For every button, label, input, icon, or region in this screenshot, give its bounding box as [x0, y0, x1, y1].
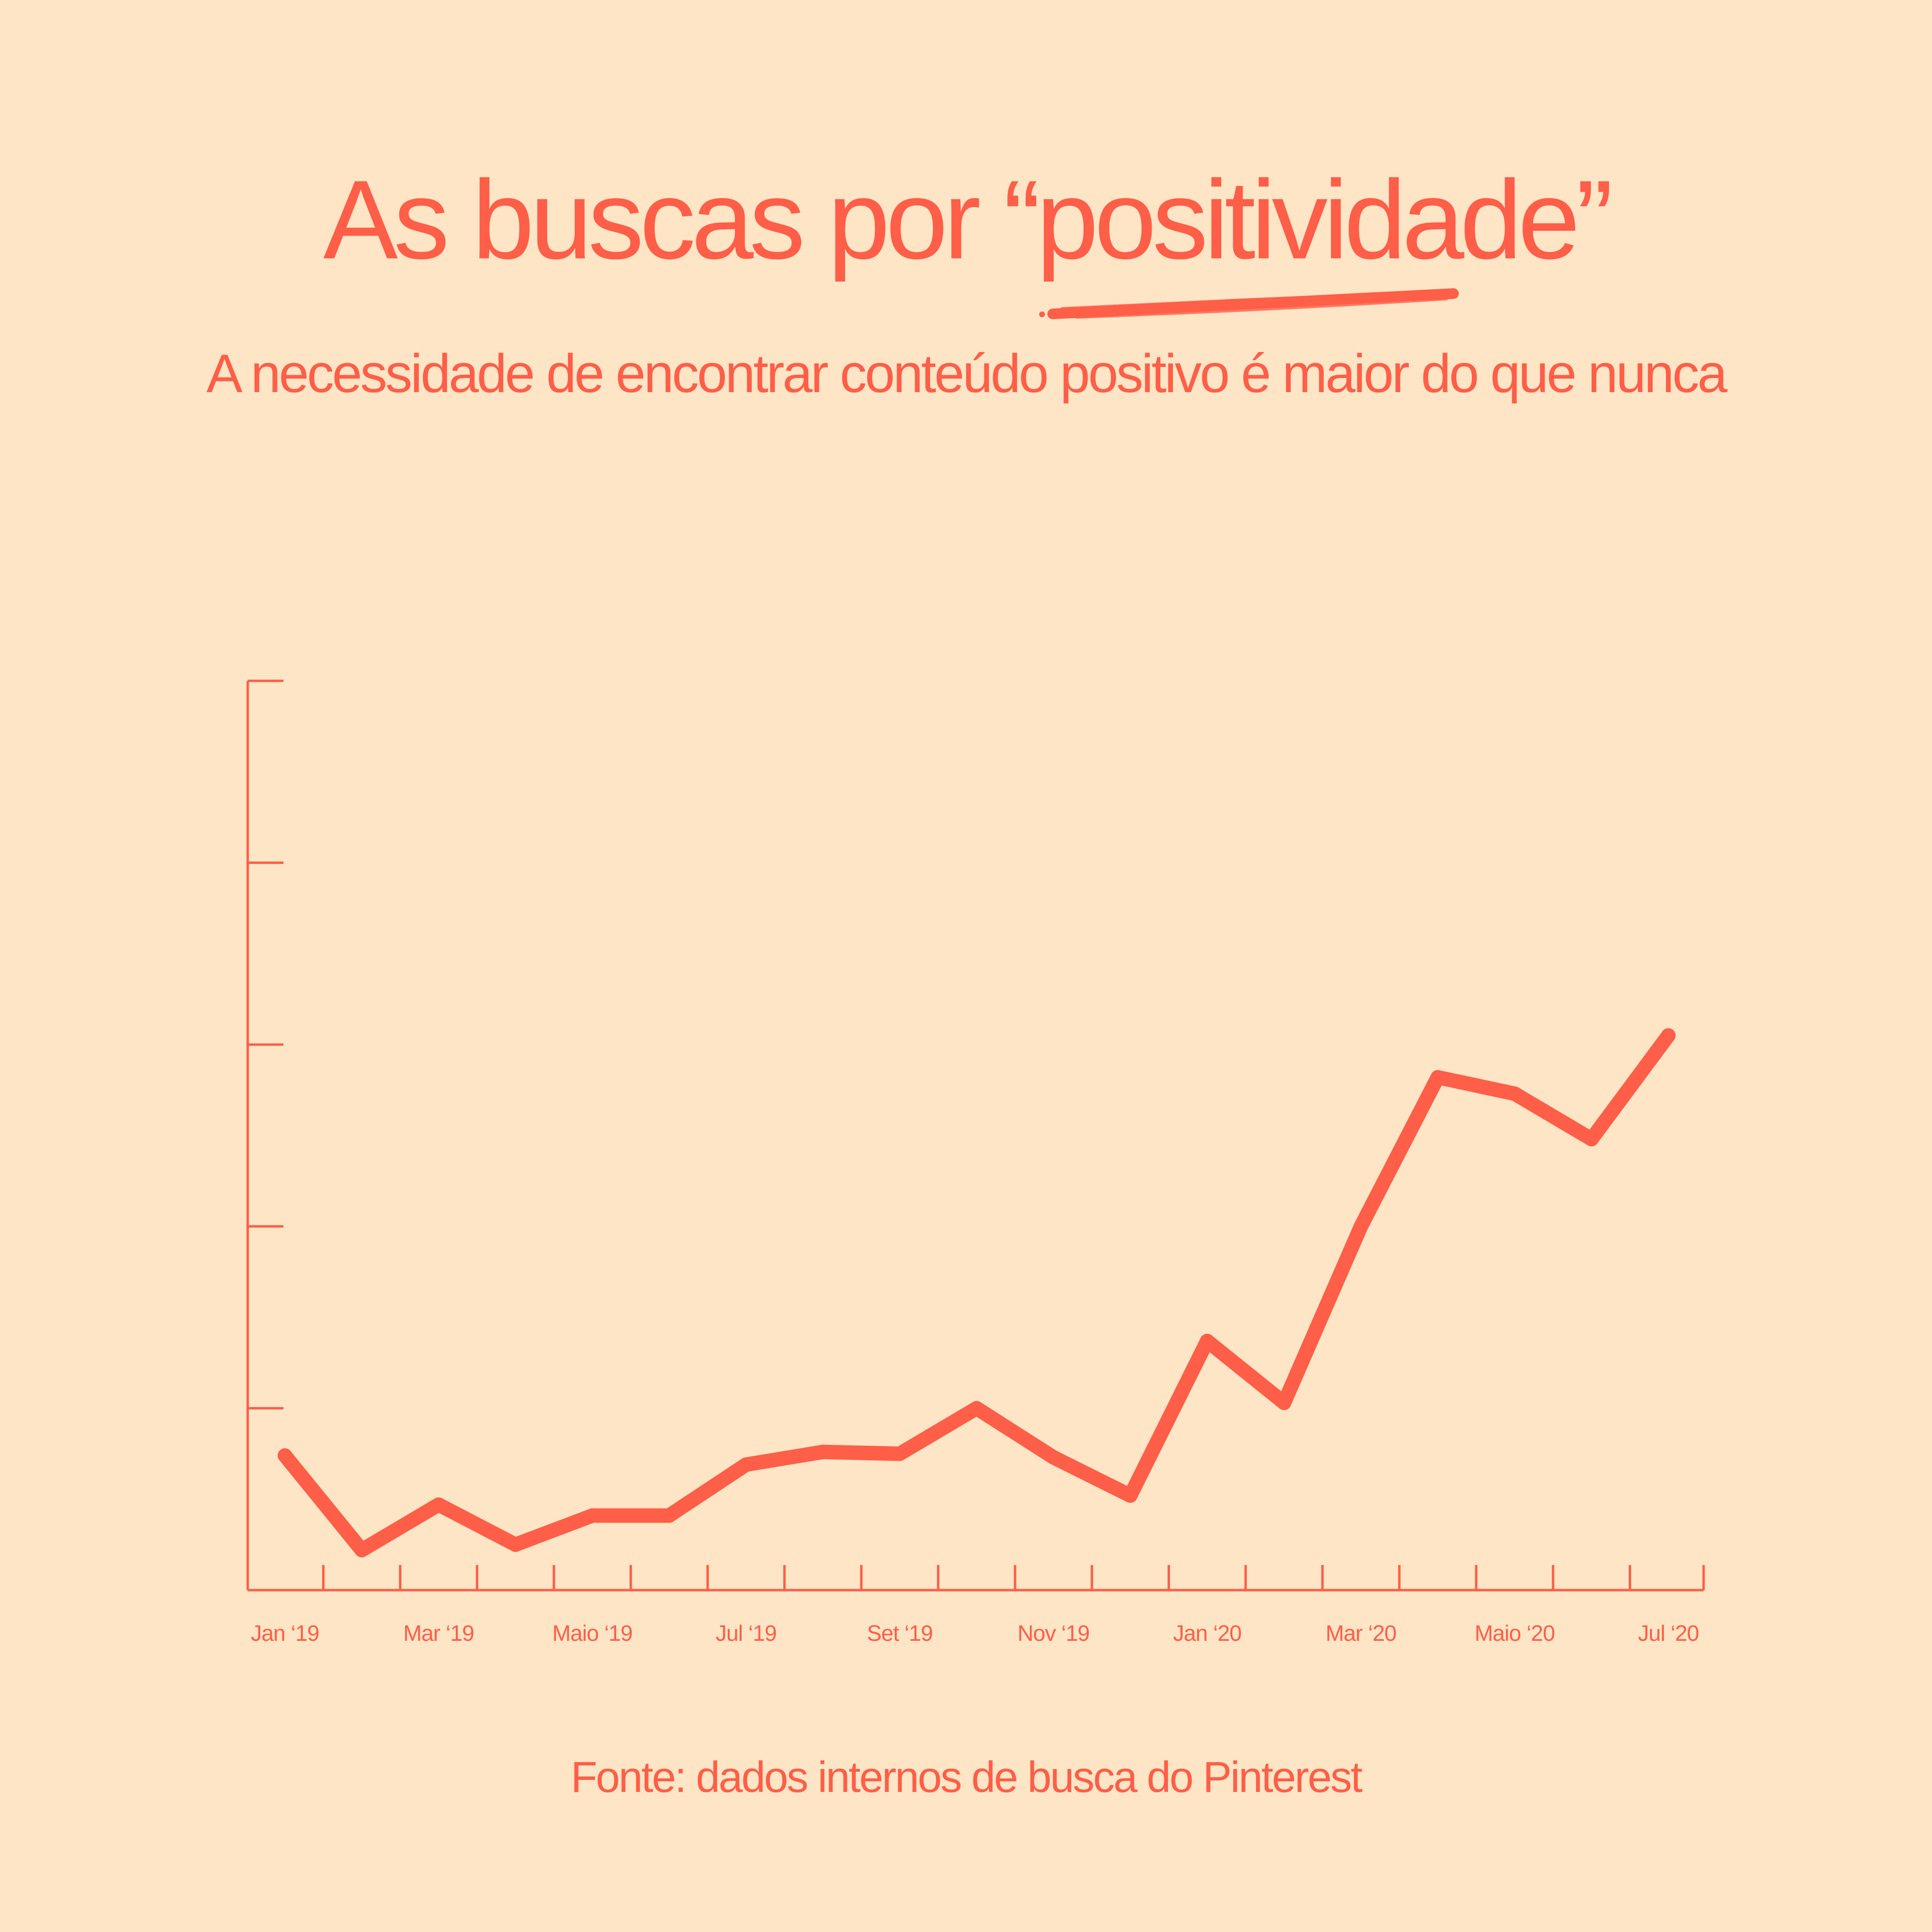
data-point: [1277, 1396, 1292, 1410]
data-point: [585, 1508, 600, 1523]
data-point: [1430, 1070, 1445, 1085]
data-point: [1046, 1450, 1061, 1465]
data-point: [969, 1401, 984, 1416]
line-chart: Jan ‘19 Mar ‘19 Maio ‘19 Jul ‘19 Set ‘19 Nov …: [246, 679, 1705, 1646]
data-point: [662, 1508, 677, 1523]
data-point: [816, 1444, 831, 1459]
data-point: [1354, 1219, 1368, 1234]
x-tick-label: Mar ‘19: [403, 1621, 474, 1646]
x-tick-label: Maio ‘19: [552, 1621, 633, 1646]
data-point: [354, 1543, 369, 1558]
data-point: [1507, 1086, 1522, 1101]
x-tick-label: Nov ‘19: [1017, 1621, 1089, 1646]
data-point: [1584, 1132, 1599, 1147]
x-tick-label: Jul ‘20: [1638, 1621, 1699, 1646]
data-point: [1661, 1028, 1676, 1043]
source-note: Fonte: dados internos de busca do Pinter…: [570, 1753, 1363, 1802]
x-tick-label: Mar ‘20: [1326, 1621, 1396, 1646]
data-point: [739, 1457, 753, 1472]
x-tick-label: Jul ‘19: [716, 1621, 776, 1646]
page-subtitle: A necessidade de encontrar conteúdo posi…: [206, 343, 1728, 404]
page-title: As buscas por “positividade”: [0, 164, 1932, 276]
data-point: [278, 1448, 292, 1463]
title-after: ”: [1576, 157, 1613, 282]
x-tick-label: Maio ‘20: [1475, 1621, 1555, 1646]
title-before: As buscas por “: [323, 157, 1041, 282]
data-point: [1200, 1334, 1214, 1349]
data-point: [508, 1537, 523, 1552]
data-point: [431, 1497, 446, 1512]
series-line: [278, 1028, 1676, 1558]
data-point: [892, 1446, 907, 1461]
x-tick-label: Set ‘19: [867, 1621, 932, 1646]
x-tick-label: Jan ‘19: [251, 1621, 319, 1646]
title-highlight: positividade: [1036, 157, 1580, 282]
brush-underline: [1039, 288, 1459, 319]
x-tick-label: Jan ‘20: [1173, 1621, 1241, 1646]
data-point: [1123, 1488, 1138, 1503]
